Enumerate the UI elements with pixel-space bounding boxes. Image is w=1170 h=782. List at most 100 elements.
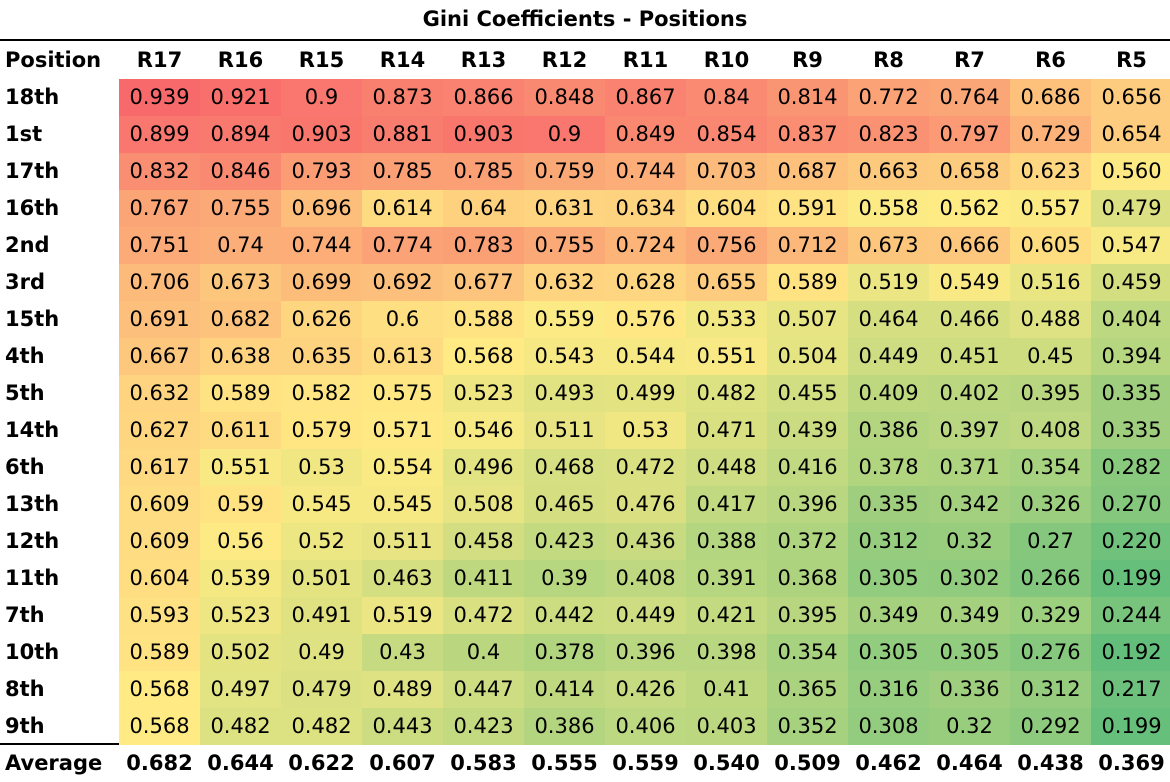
heatmap-cell: 0.27	[1010, 523, 1091, 560]
average-cell: 0.559	[612, 751, 679, 775]
heatmap-cell: 0.823	[848, 116, 929, 153]
heatmap-cell: 0.217	[1091, 671, 1170, 708]
column-header: R16	[217, 48, 264, 72]
heatmap-cell: 0.549	[929, 264, 1010, 301]
heatmap-cell: 0.589	[200, 375, 281, 412]
column-header: R7	[954, 48, 985, 72]
heatmap-cell: 0.511	[524, 412, 605, 449]
heatmap-cell: 0.516	[1010, 264, 1091, 301]
heatmap-cell: 0.533	[686, 301, 767, 338]
heatmap-cell: 0.848	[524, 79, 605, 116]
heatmap-cell: 0.479	[281, 671, 362, 708]
row-label: 5th	[5, 381, 45, 405]
column-header: R14	[379, 48, 426, 72]
average-cell: 0.464	[936, 751, 1003, 775]
row-label: 10th	[5, 640, 60, 664]
heatmap-cell: 0.508	[443, 486, 524, 523]
heatmap-cell: 0.423	[524, 523, 605, 560]
heatmap-cell: 0.523	[200, 597, 281, 634]
heatmap-cell: 0.199	[1091, 560, 1170, 597]
heatmap-cell: 0.403	[686, 708, 767, 745]
heatmap-cell: 0.43	[362, 634, 443, 671]
heatmap-cell: 0.756	[686, 227, 767, 264]
row-label: 4th	[5, 344, 45, 368]
heatmap-cell: 0.335	[1091, 412, 1170, 449]
heatmap-cell: 0.502	[200, 634, 281, 671]
heatmap-cell: 0.692	[362, 264, 443, 301]
heatmap-cell: 0.797	[929, 116, 1010, 153]
heatmap-cell: 0.691	[119, 301, 200, 338]
heatmap-cell: 0.84	[686, 79, 767, 116]
row-label: 9th	[5, 714, 45, 738]
heatmap-cell: 0.471	[686, 412, 767, 449]
heatmap-cell: 0.395	[767, 597, 848, 634]
heatmap-cell: 0.416	[767, 449, 848, 486]
heatmap-cell: 0.658	[929, 153, 1010, 190]
heatmap-cell: 0.772	[848, 79, 929, 116]
heatmap-cell: 0.551	[200, 449, 281, 486]
heatmap-cell: 0.270	[1091, 486, 1170, 523]
heatmap-cell: 0.764	[929, 79, 1010, 116]
heatmap-cell: 0.523	[443, 375, 524, 412]
heatmap-cell: 0.501	[281, 560, 362, 597]
heatmap-cell: 0.849	[605, 116, 686, 153]
heatmap-cell: 0.312	[848, 523, 929, 560]
heatmap-cell: 0.609	[119, 486, 200, 523]
heatmap-cell: 0.391	[686, 560, 767, 597]
heatmap-cell: 0.673	[848, 227, 929, 264]
row-label: 18th	[5, 85, 60, 109]
average-cell: 0.540	[693, 751, 760, 775]
heatmap-cell: 0.53	[281, 449, 362, 486]
heatmap-cell: 0.557	[1010, 190, 1091, 227]
heatmap-cell: 0.634	[605, 190, 686, 227]
heatmap-cell: 0.903	[281, 116, 362, 153]
heatmap-cell: 0.551	[686, 338, 767, 375]
heatmap-cell: 0.560	[1091, 153, 1170, 190]
heatmap-cell: 0.378	[848, 449, 929, 486]
heatmap-cell: 0.605	[1010, 227, 1091, 264]
heatmap-cell: 0.312	[1010, 671, 1091, 708]
heatmap-cell: 0.9	[281, 79, 362, 116]
heatmap-cell: 0.568	[119, 671, 200, 708]
heatmap-cell: 0.609	[119, 523, 200, 560]
average-cell: 0.555	[531, 751, 598, 775]
heatmap-cell: 0.421	[686, 597, 767, 634]
heatmap-cell: 0.398	[686, 634, 767, 671]
title-divider	[0, 39, 1170, 41]
heatmap-cell: 0.499	[605, 375, 686, 412]
heatmap-cell: 0.832	[119, 153, 200, 190]
row-label: 13th	[5, 492, 60, 516]
heatmap-cell: 0.482	[281, 708, 362, 745]
heatmap-cell: 0.507	[767, 301, 848, 338]
heatmap-cell: 0.472	[443, 597, 524, 634]
column-header: R15	[298, 48, 345, 72]
heatmap-cell: 0.656	[1091, 79, 1170, 116]
column-header: R6	[1035, 48, 1066, 72]
heatmap-cell: 0.447	[443, 671, 524, 708]
heatmap-cell: 0.635	[281, 338, 362, 375]
row-label: 8th	[5, 677, 45, 701]
heatmap-cell: 0.759	[524, 153, 605, 190]
heatmap-cell: 0.604	[119, 560, 200, 597]
heatmap-cell: 0.482	[200, 708, 281, 745]
heatmap-cell: 0.491	[281, 597, 362, 634]
heatmap-cell: 0.545	[362, 486, 443, 523]
heatmap-cell: 0.504	[767, 338, 848, 375]
heatmap-cell: 0.939	[119, 79, 200, 116]
heatmap-cell: 0.655	[686, 264, 767, 301]
column-header: R13	[460, 48, 507, 72]
heatmap-cell: 0.426	[605, 671, 686, 708]
heatmap-cell: 0.712	[767, 227, 848, 264]
heatmap-cell: 0.488	[1010, 301, 1091, 338]
heatmap-cell: 0.395	[1010, 375, 1091, 412]
heatmap-cell: 0.496	[443, 449, 524, 486]
heatmap-cell: 0.448	[686, 449, 767, 486]
heatmap-cell: 0.451	[929, 338, 1010, 375]
heatmap-cell: 0.41	[686, 671, 767, 708]
average-cell: 0.509	[774, 751, 841, 775]
heatmap-cell: 0.511	[362, 523, 443, 560]
heatmap-cell: 0.49	[281, 634, 362, 671]
row-header: Position	[5, 48, 102, 72]
heatmap-cell: 0.729	[1010, 116, 1091, 153]
heatmap-cell: 0.479	[1091, 190, 1170, 227]
